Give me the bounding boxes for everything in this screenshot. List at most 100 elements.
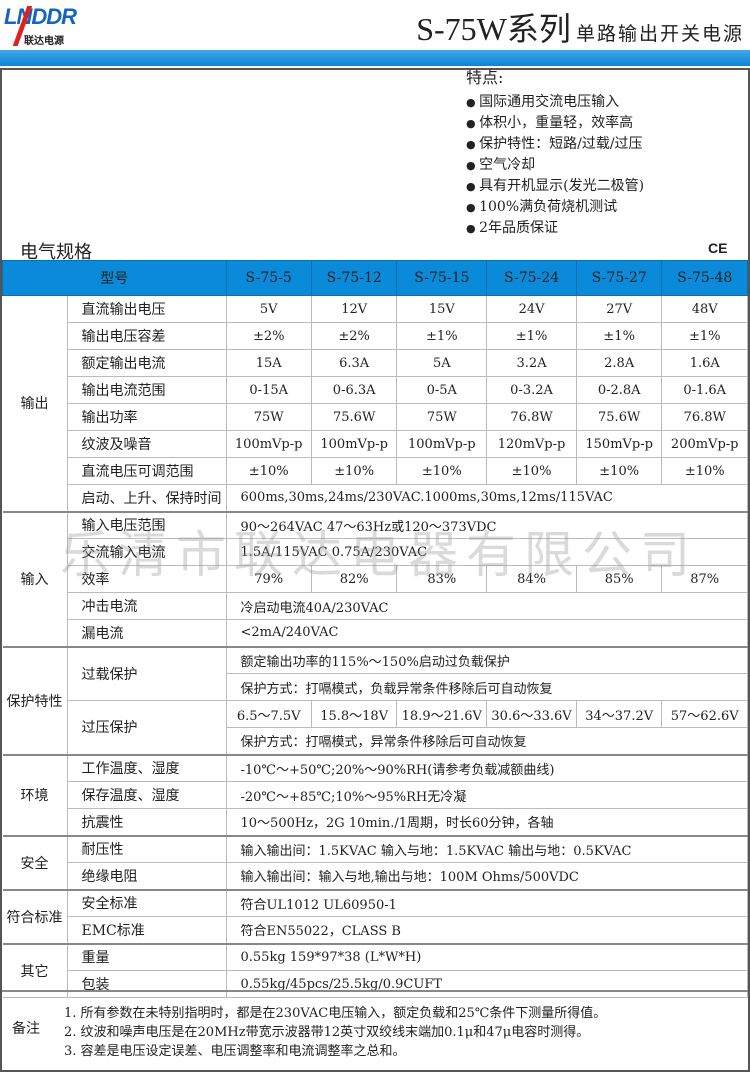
logo-subtitle: 联达电源 bbox=[24, 36, 64, 47]
param-label: 直流输出电压 bbox=[66, 295, 227, 323]
value-text: 额定输出功率的115%～150%启动过负载保护 bbox=[225, 645, 748, 674]
param-label: 输出电流范围 bbox=[66, 376, 227, 404]
value-cell: 75W bbox=[396, 403, 488, 431]
value-cell: 83% bbox=[396, 565, 488, 593]
value-cell: 48V bbox=[661, 295, 748, 323]
spec-table: 型号 S-75-5 S-75-12 S-75-15 S-75-24 S-75-27 S-75… bbox=[2, 260, 748, 998]
value-cell: ±10% bbox=[310, 457, 398, 485]
model-header: S-75-15 bbox=[396, 260, 488, 296]
table-row: 绝缘电阻 输入输出间：输入与地,输出与地：100M Ohms/500VDC bbox=[3, 862, 748, 890]
value-cell: 0-6.3A bbox=[310, 376, 398, 404]
value-cell: 79% bbox=[225, 565, 312, 593]
value-text: 90～264VAC 47～63Hz或120～373VDC bbox=[225, 510, 748, 539]
value-cell: 84% bbox=[486, 565, 577, 593]
value-cell: 5A bbox=[396, 349, 488, 377]
spec-title: 电气规格 bbox=[20, 242, 92, 263]
brand-logo: LNDDR 联达电源 bbox=[4, 4, 84, 48]
value-cell: 57～62.6V bbox=[661, 700, 748, 728]
value-text: 600ms,30ms,24ms/230VAC.1000ms,30ms,12ms/… bbox=[225, 484, 748, 512]
series-title: S-75W系列 bbox=[416, 11, 571, 47]
value-cell: 2.8A bbox=[575, 349, 663, 377]
value-cell: ±10% bbox=[396, 457, 488, 485]
table-row: 直流电压可调范围 ±10% ±10% ±10% ±10% ±10% ±10% bbox=[3, 457, 748, 485]
param-label: 启动、上升、保持时间 bbox=[66, 484, 227, 512]
param-label: 冲击电流 bbox=[66, 592, 227, 620]
ce-mark: CE bbox=[708, 240, 728, 256]
table-row: 过压保护 6.5～7.5V 15.8～18V 18.9～21.6V 30.6～33.6V… bbox=[3, 700, 748, 755]
value-cell: 150mVp-p bbox=[575, 430, 663, 458]
param-label: EMC标准 bbox=[66, 916, 227, 944]
group-label: 其它 bbox=[2, 942, 68, 998]
param-label: 过载保护 bbox=[66, 645, 227, 701]
value-cell: 15A bbox=[225, 349, 312, 377]
value-cell: 24V bbox=[486, 295, 577, 323]
table-row: 输出电压容差 ±2% ±2% ±1% ±1% ±1% ±1% bbox=[3, 322, 748, 350]
value-text: -20℃～+85℃;10%～95%RH无冷凝 bbox=[225, 781, 748, 809]
value-cell: 120mVp-p bbox=[486, 430, 577, 458]
value-cell: ±1% bbox=[486, 322, 577, 350]
value-text: 0.55kg 159*97*38 (L*W*H) bbox=[225, 942, 748, 971]
header-band bbox=[0, 50, 750, 66]
value-cell: 1.6A bbox=[661, 349, 748, 377]
value-cell: ±10% bbox=[486, 457, 577, 485]
remark-item: 1. 所有参数在未特别指明时，都是在230VAC电压输入，额定负载和25℃条件下… bbox=[64, 1006, 607, 1021]
page-title: S-75W系列 单路输出开关电源 bbox=[416, 4, 744, 50]
param-label: 包装 bbox=[66, 970, 227, 998]
group-label: 安全 bbox=[2, 834, 68, 890]
table-row: 包装 0.55kg/45pcs/25.5kg/0.9CUFT bbox=[3, 970, 748, 998]
table-row: 保存温度、湿度 -20℃～+85℃;10%～95%RH无冷凝 bbox=[3, 781, 748, 809]
table-row: 安全 耐压性 输入输出间：1.5KVAC 输入与地：1.5KVAC 输出与地：0.5… bbox=[2, 834, 748, 890]
value-cell: ±10% bbox=[661, 457, 748, 485]
table-row: 输出功率 75W 75.6W 75W 76.8W 75.6W 76.8W bbox=[3, 403, 748, 431]
feature-item: 100%满负荷烧机测试 bbox=[466, 197, 644, 218]
param-label: 抗震性 bbox=[66, 808, 227, 836]
param-label: 过压保护 bbox=[66, 700, 227, 755]
param-label: 输出电压容差 bbox=[66, 322, 227, 350]
value-text: 输入输出间：1.5KVAC 输入与地：1.5KVAC 输出与地：0.5KVAC bbox=[225, 834, 748, 863]
value-cell: 34～37.2V bbox=[575, 700, 663, 728]
model-header: S-75-48 bbox=[661, 260, 748, 296]
value-text: 0.55kg/45pcs/25.5kg/0.9CUFT bbox=[225, 970, 748, 998]
param-label: 额定输出电流 bbox=[66, 349, 227, 377]
series-subtitle: 单路输出开关电源 bbox=[575, 23, 744, 45]
param-label: 保存温度、湿度 bbox=[66, 781, 227, 809]
value-cell: 100mVp-p bbox=[310, 430, 398, 458]
value-cell: 100mVp-p bbox=[396, 430, 488, 458]
value-cell: ±1% bbox=[661, 322, 748, 350]
value-cell: ±10% bbox=[225, 457, 312, 485]
table-row: 输出电流范围 0-15A 0-6.3A 0-5A 0-3.2A 0-2.8A 0-1.6A bbox=[3, 376, 748, 404]
value-cell: ±1% bbox=[396, 322, 488, 350]
table-row: 纹波及噪音 100mVp-p 100mVp-p 100mVp-p 120mVp-p 150… bbox=[3, 430, 748, 458]
feature-item: 国际通用交流电压输入 bbox=[466, 92, 644, 113]
value-cell: 100mVp-p bbox=[225, 430, 312, 458]
feature-item: 空气冷却 bbox=[466, 155, 644, 176]
value-text: -10℃～+50℃;20%～90%RH(请参考负载减额曲线) bbox=[225, 753, 748, 782]
model-header: S-75-24 bbox=[486, 260, 577, 296]
table-row: 保护特性 过载保护 额定输出功率的115%～150%启动过负载保护 bbox=[2, 645, 748, 755]
param-label: 交流输入电流 bbox=[66, 538, 227, 566]
value-cell: 0-3.2A bbox=[486, 376, 577, 404]
param-label: 重量 bbox=[66, 942, 227, 971]
value-cell: ±10% bbox=[575, 457, 663, 485]
remark-item: 3. 容差是电压设定误差、电压调整率和电流调整率之总和。 bbox=[64, 1044, 406, 1059]
table-row: 漏电流 <2mA/240VAC bbox=[3, 619, 748, 647]
remarks: 备注 1. 所有参数在未特别指明时，都是在230VAC电压输入，额定负载和25℃… bbox=[2, 990, 748, 1061]
value-cell: 6.3A bbox=[310, 349, 398, 377]
param-label: 效率 bbox=[66, 565, 227, 593]
value-cell: 15.8～18V bbox=[310, 700, 398, 728]
param-label: 纹波及噪音 bbox=[66, 430, 227, 458]
value-cell: 12V bbox=[310, 295, 398, 323]
table-row: 其它 重量 0.55kg 159*97*38 (L*W*H) bbox=[2, 942, 748, 998]
value-cell: 200mVp-p bbox=[661, 430, 748, 458]
feature-item: 体积小，重量轻，效率高 bbox=[466, 113, 644, 134]
value-cell: 18.9～21.6V bbox=[396, 700, 488, 728]
value-cell: ±2% bbox=[225, 322, 312, 350]
value-cell: 6.5～7.5V bbox=[225, 700, 312, 728]
table-row: EMC标准 符合EN55022，CLASS B bbox=[3, 916, 748, 944]
table-row: 交流输入电流 1.5A/115VAC 0.75A/230VAC bbox=[3, 538, 748, 566]
value-cell: 0-2.8A bbox=[575, 376, 663, 404]
table-row: 冲击电流 冷启动电流40A/230VAC bbox=[3, 592, 748, 620]
value-cell: 82% bbox=[310, 565, 398, 593]
table-header-row: 型号 S-75-5 S-75-12 S-75-15 S-75-24 S-75-27 S-75… bbox=[2, 260, 748, 296]
value-cell: 0-1.6A bbox=[661, 376, 748, 404]
